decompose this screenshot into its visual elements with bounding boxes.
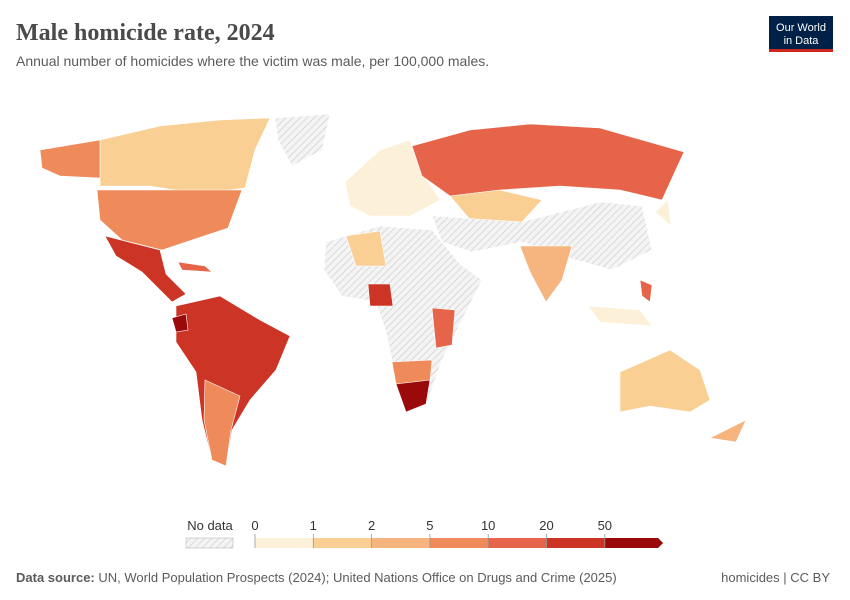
legend-bin — [429, 538, 489, 548]
logo-line: in Data — [784, 35, 820, 47]
logo-stripe — [769, 49, 833, 52]
legend-tick-label: 50 — [598, 518, 612, 533]
india[interactable] — [519, 245, 573, 303]
algeria[interactable] — [345, 230, 387, 267]
legend-bin — [371, 538, 430, 548]
south-africa[interactable] — [395, 379, 431, 413]
australia[interactable] — [619, 349, 711, 413]
source-text: UN, World Population Prospects (2024); U… — [98, 570, 616, 585]
legend-bin — [546, 538, 605, 548]
no-data-label: No data — [187, 518, 233, 533]
central-asia[interactable] — [449, 189, 543, 223]
legend-bin — [255, 538, 314, 548]
legend-bin — [313, 538, 372, 548]
ecuador[interactable] — [171, 313, 189, 333]
license[interactable]: homicides | CC BY — [721, 570, 830, 585]
legend-tick-label: 2 — [368, 518, 375, 533]
source: Data source: UN, World Population Prospe… — [16, 570, 617, 585]
subtitle: Annual number of homicides where the vic… — [16, 53, 489, 69]
philippines[interactable] — [639, 279, 653, 303]
logo-box[interactable] — [769, 16, 833, 52]
logo-line: Our World — [776, 22, 826, 34]
title: Male homicide rate, 2024 — [16, 20, 275, 46]
legend-tick-label: 0 — [251, 518, 258, 533]
logo[interactable]: Our World in Data — [769, 16, 833, 52]
caribbean[interactable] — [177, 261, 213, 273]
legend: No data 0 1 2 5 10 20 50 — [185, 518, 664, 549]
alaska[interactable] — [39, 139, 101, 179]
world-map — [39, 113, 747, 467]
canada[interactable] — [99, 117, 271, 195]
africa[interactable] — [323, 225, 483, 413]
legend-bin — [488, 538, 547, 548]
russia[interactable] — [411, 123, 685, 201]
source-label: Data source: — [16, 570, 95, 585]
south-america[interactable] — [175, 295, 291, 467]
usa[interactable] — [96, 189, 243, 251]
legend-tick-label: 20 — [539, 518, 553, 533]
southern-africa[interactable] — [391, 359, 433, 385]
greenland[interactable] — [274, 113, 331, 167]
east-africa[interactable] — [431, 307, 456, 349]
new-zealand[interactable] — [709, 419, 747, 443]
asia-no-data[interactable] — [431, 201, 653, 271]
japan[interactable] — [654, 199, 672, 227]
mexico[interactable] — [104, 235, 187, 303]
no-data-swatch — [185, 537, 234, 549]
southeast-asia[interactable] — [587, 305, 653, 327]
legend-bin-open — [604, 538, 664, 548]
nigeria[interactable] — [367, 283, 394, 307]
legend-tick-label: 10 — [481, 518, 495, 533]
legend-tick-label: 1 — [310, 518, 317, 533]
argentina[interactable] — [203, 379, 241, 467]
legend-tick-label: 5 — [426, 518, 433, 533]
